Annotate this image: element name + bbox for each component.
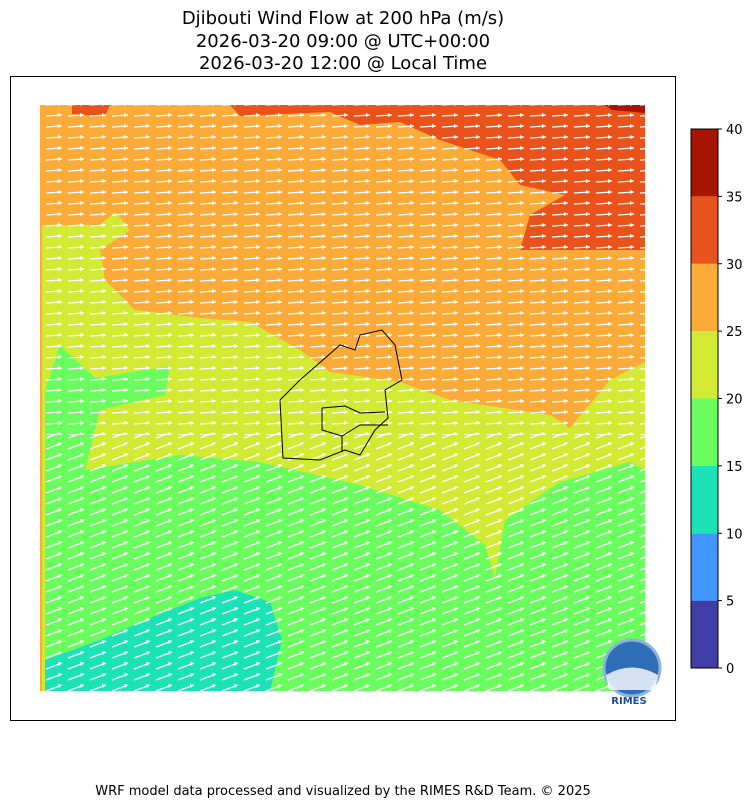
colorbar-tick-label: 0 <box>726 662 734 677</box>
colorbar-tick-label: 30 <box>726 258 743 273</box>
colorbar-tick-label: 20 <box>726 393 743 408</box>
colorbar: 0 5 10 15 20 25 30 35 40 <box>690 123 743 677</box>
colorbar-segment <box>691 331 718 399</box>
logo-text: RIMES <box>611 696 646 707</box>
title-line: 2026-03-20 09:00 @ UTC+00:00 <box>196 31 490 52</box>
wind-arrows <box>40 105 645 435</box>
colorbar-tick-label: 5 <box>726 595 734 610</box>
country-border <box>279 329 403 461</box>
colorbar-tick-label: 15 <box>726 460 743 475</box>
colorbar-segment <box>691 263 718 332</box>
title-line: Djibouti Wind Flow at 200 hPa (m/s) <box>182 8 504 29</box>
title-line: 2026-03-20 12:00 @ Local Time <box>199 53 487 74</box>
wind-arrows <box>40 435 645 691</box>
colorbar-tick-label: 25 <box>726 325 743 340</box>
footer: WRF model data processed and visualized … <box>95 784 591 799</box>
colorbar-segment <box>691 398 718 466</box>
colorbar-segment <box>691 465 718 534</box>
map-frame <box>10 76 676 721</box>
wind-field <box>40 105 645 691</box>
colorbar-segment <box>691 533 718 601</box>
colorbar-tick-label: 10 <box>726 527 743 542</box>
colorbar-segment <box>691 196 718 264</box>
colorbar-segment <box>691 129 718 197</box>
logo-wave <box>606 667 658 690</box>
colorbar-tick-label: 40 <box>726 123 743 138</box>
colorbar-segment <box>691 600 718 668</box>
colorbar-tick-label: 35 <box>726 190 743 205</box>
